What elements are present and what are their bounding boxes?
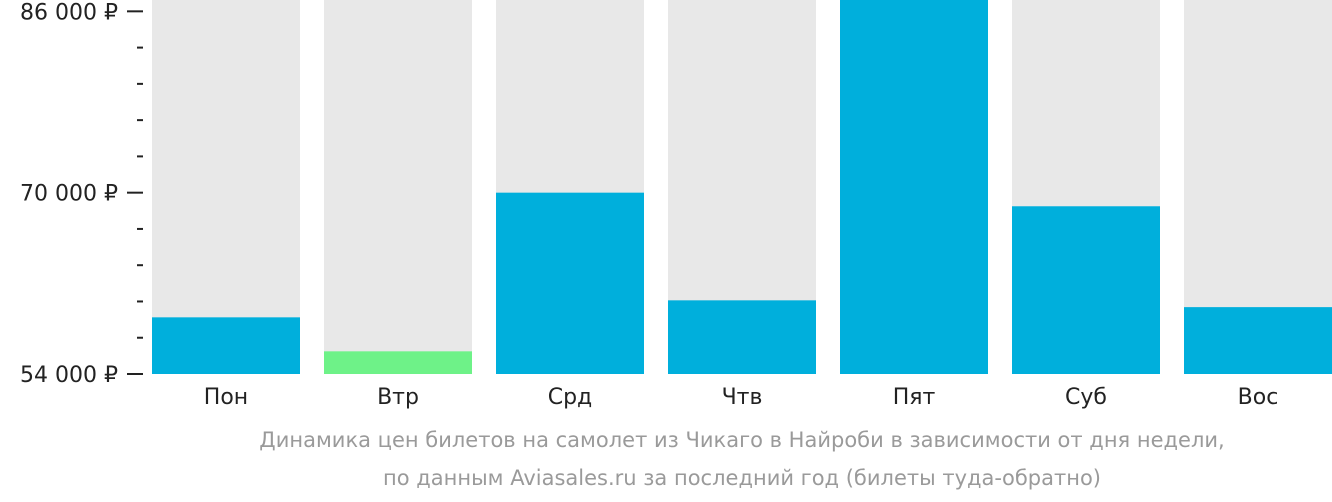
- x-tick-label: Пят: [893, 385, 936, 410]
- y-axis: 54 000 ₽ 70 000 ₽ 86 000 ₽: [20, 0, 143, 388]
- x-tick-label: Срд: [548, 385, 593, 410]
- x-tick-label: Вос: [1238, 385, 1279, 410]
- x-tick-label: Суб: [1065, 385, 1107, 410]
- bar-Втр: [324, 351, 472, 374]
- price-bar-chart: 54 000 ₽ 70 000 ₽ 86 000 ₽ Пон Втр Срд Чтв Пят…: [20, 0, 1332, 410]
- bar-track: [152, 0, 300, 374]
- bar-Пон: [152, 317, 300, 374]
- x-tick-label: Пон: [204, 385, 248, 410]
- x-tick-label: Чтв: [722, 385, 763, 410]
- bar-Срд: [496, 192, 644, 374]
- bar-Чтв: [668, 300, 816, 374]
- y-tick-label: 86 000 ₽: [20, 0, 118, 25]
- bar-Вос: [1184, 307, 1332, 374]
- bar-track: [324, 0, 472, 374]
- bars: [152, 0, 1332, 374]
- chart-caption-line-2: по данным Aviasales.ru за последний год …: [383, 466, 1101, 490]
- x-tick-label: Втр: [377, 385, 419, 410]
- y-tick-label: 54 000 ₽: [20, 363, 118, 388]
- bar-Суб: [1012, 206, 1160, 374]
- bar-Пят: [840, 0, 988, 374]
- chart-caption-line-1: Динамика цен билетов на самолет из Чикаг…: [259, 428, 1225, 452]
- x-axis: Пон Втр Срд Чтв Пят Суб Вос: [204, 385, 1279, 410]
- y-tick-label: 70 000 ₽: [20, 182, 118, 207]
